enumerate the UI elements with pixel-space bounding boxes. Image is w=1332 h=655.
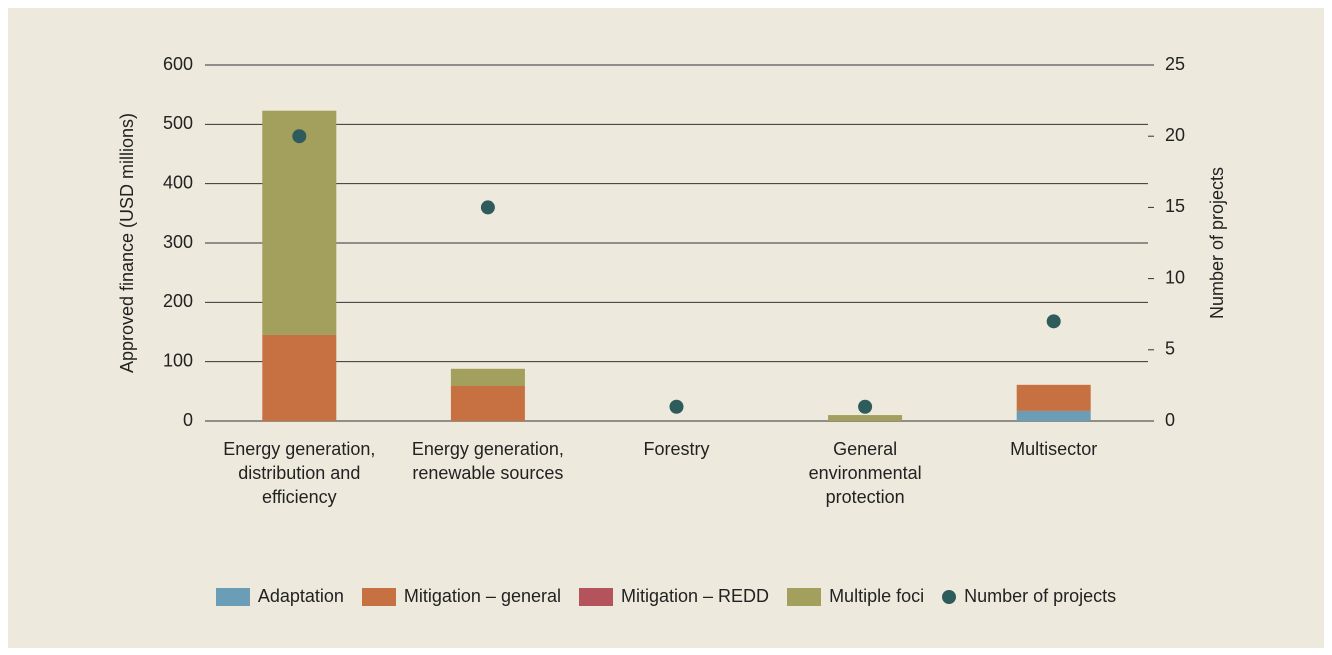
legend-swatch bbox=[215, 587, 250, 606]
y-tick-label: 100 bbox=[163, 350, 193, 370]
y-axis-label: Approved finance (USD millions) bbox=[117, 113, 137, 373]
bar-segment bbox=[262, 334, 337, 421]
legend-item: Number of projects bbox=[942, 586, 1116, 607]
project-dot bbox=[292, 129, 307, 144]
x-tick-label: Multisector bbox=[1010, 439, 1098, 459]
bar-segment bbox=[828, 415, 903, 421]
legend-label: Mitigation – REDD bbox=[621, 586, 770, 606]
legend-item: Mitigation – REDD bbox=[579, 586, 769, 607]
legend-dot bbox=[942, 589, 957, 604]
x-tick-label: General environmental protection bbox=[808, 439, 922, 507]
y2-tick-label: 10 bbox=[1165, 267, 1185, 287]
y-tick-label: 200 bbox=[163, 291, 193, 311]
y2-tick-label: 0 bbox=[1165, 410, 1175, 430]
y2-tick-label: 20 bbox=[1165, 125, 1185, 145]
y2-tick-label: 15 bbox=[1165, 196, 1185, 216]
legend-item: Multiple foci bbox=[787, 586, 924, 607]
project-dot bbox=[1046, 314, 1061, 329]
legend-swatch bbox=[787, 587, 822, 606]
legend-label: Multiple foci bbox=[829, 586, 925, 606]
legend-item: Adaptation bbox=[215, 586, 344, 607]
y-tick-label: 500 bbox=[163, 113, 193, 133]
y-tick-label: 300 bbox=[163, 232, 193, 252]
bar-segment bbox=[450, 385, 525, 421]
project-dot bbox=[858, 399, 873, 414]
y-tick-label: 0 bbox=[183, 410, 193, 430]
y-tick-label: 400 bbox=[163, 172, 193, 192]
y2-tick-label: 25 bbox=[1165, 54, 1185, 74]
legend-swatch bbox=[579, 587, 613, 606]
legend-label: Mitigation – general bbox=[403, 586, 561, 606]
y-tick-label: 600 bbox=[163, 54, 193, 74]
legend-label: Adaptation bbox=[257, 586, 344, 606]
bar-segment bbox=[1016, 410, 1091, 421]
legend-item: Mitigation – general bbox=[361, 586, 561, 607]
bar-segment bbox=[450, 368, 525, 386]
panel bbox=[8, 8, 1324, 648]
y2-axis-label: Number of projects bbox=[1207, 167, 1227, 319]
x-tick-label: Energy generation, renewable sources bbox=[411, 439, 564, 483]
y2-tick-label: 5 bbox=[1165, 339, 1175, 359]
bar-segment bbox=[1016, 384, 1091, 411]
x-tick-label: Energy generation, distribution and effi… bbox=[223, 439, 376, 507]
x-tick-label: Forestry bbox=[643, 439, 710, 459]
bar-segment bbox=[262, 110, 337, 335]
legend-swatch bbox=[361, 587, 396, 606]
project-dot bbox=[669, 399, 684, 414]
legend: Adaptation Mitigation – general Mitigation… bbox=[0, 586, 1332, 607]
project-dot bbox=[480, 200, 495, 215]
legend-label: Number of projects bbox=[964, 586, 1117, 606]
